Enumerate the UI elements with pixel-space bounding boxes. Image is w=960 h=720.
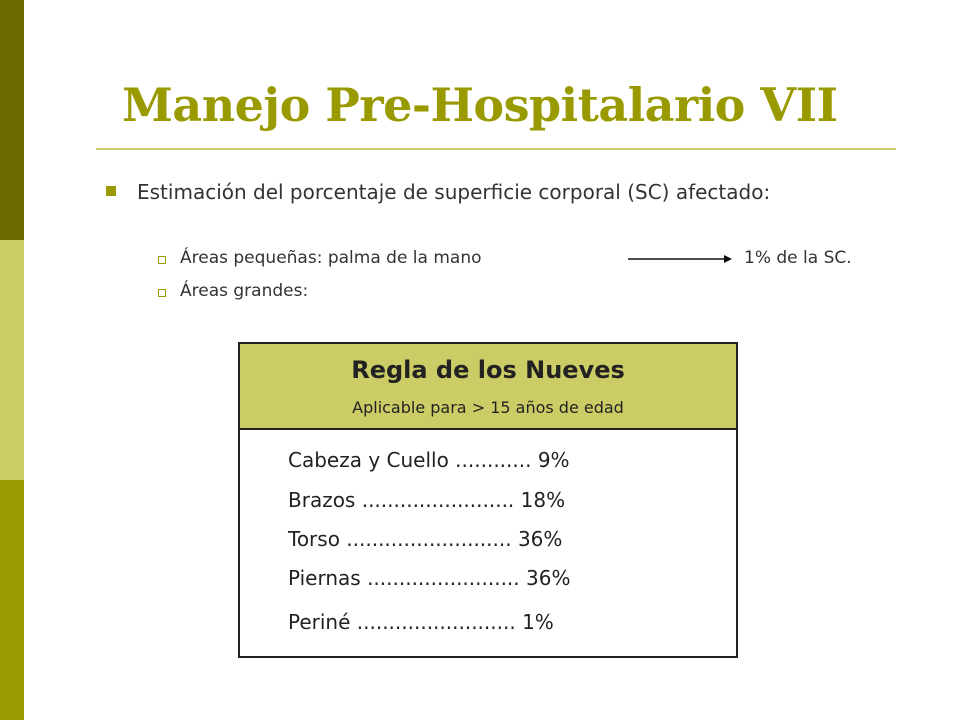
rule-item-arms: Brazos ........................ 18% (288, 488, 566, 512)
title-underline (96, 148, 896, 150)
side-bar-middle (0, 240, 24, 480)
rule-of-nines-subtitle: Aplicable para > 15 años de edad (352, 398, 624, 417)
rule-item-torso: Torso .......................... 36% (288, 527, 563, 551)
sub-item-small-areas-value: 1% de la SC. (744, 248, 852, 268)
rule-item-perineum: Periné ......................... 1% (288, 610, 554, 634)
bullet-square-icon (106, 186, 116, 196)
side-bar-top (0, 0, 24, 240)
sub-item-small-areas: Áreas pequeñas: palma de la mano (180, 248, 482, 268)
rule-of-nines-title: Regla de los Nueves (351, 356, 625, 384)
rule-item-head-neck: Cabeza y Cuello ............ 9% (288, 448, 570, 472)
rule-of-nines-header: Regla de los Nueves Aplicable para > 15 … (240, 344, 736, 430)
right-arrow-icon (628, 255, 732, 263)
rule-item-legs: Piernas ........................ 36% (288, 566, 571, 590)
rule-of-nines-box: Regla de los Nueves Aplicable para > 15 … (238, 342, 738, 658)
slide-title: Manejo Pre-Hospitalario VII (122, 78, 838, 132)
main-bullet-text: Estimación del porcentaje de superficie … (137, 180, 771, 204)
sub-item-large-areas: Áreas grandes: (180, 281, 309, 301)
hollow-square-bullet-icon (158, 256, 166, 264)
hollow-square-bullet-icon (158, 289, 166, 297)
side-bar-bottom (0, 480, 24, 720)
